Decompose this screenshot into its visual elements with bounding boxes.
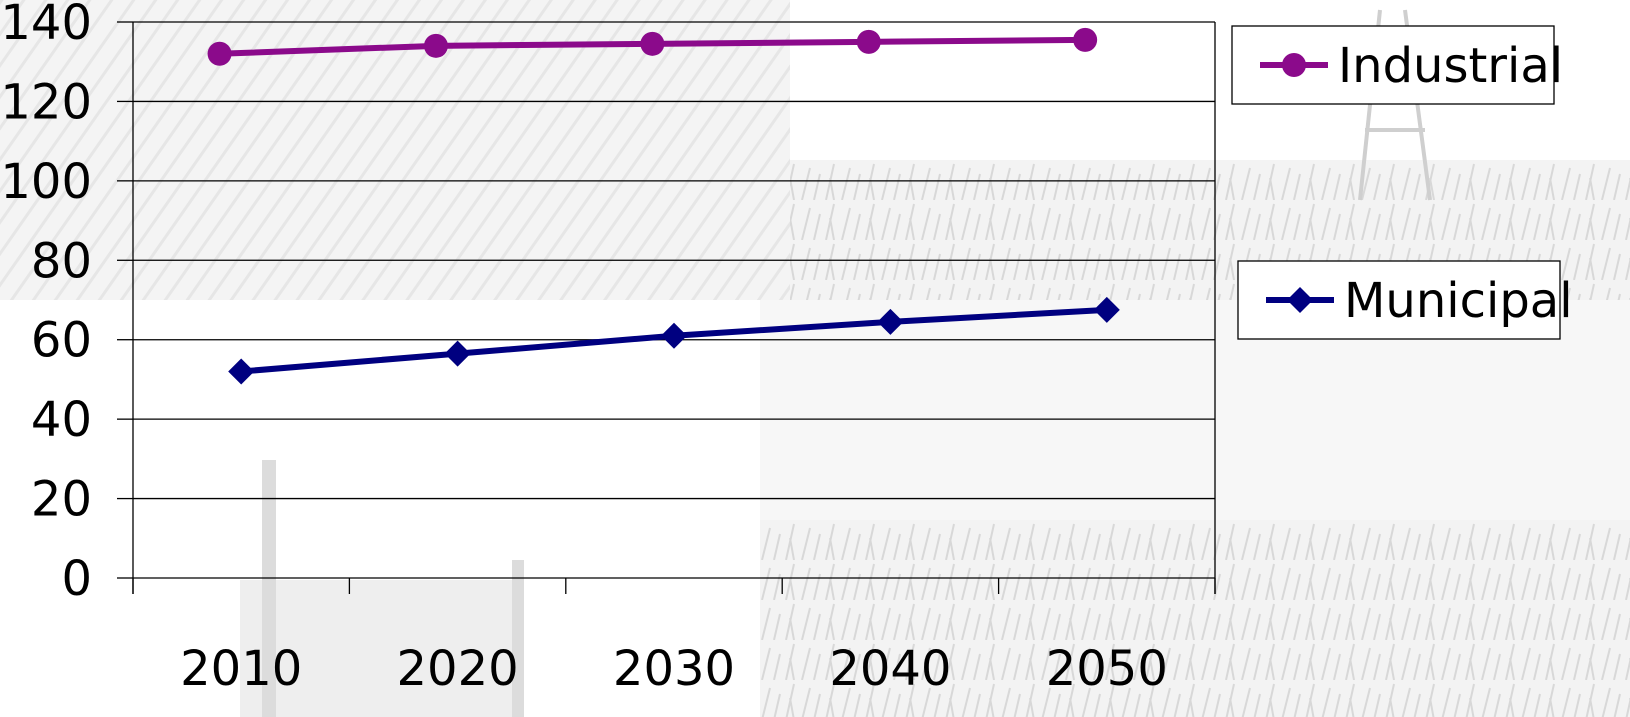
chimney-1: [262, 460, 276, 717]
legend-entry-municipal: Municipal: [1237, 260, 1573, 340]
series-group: [207, 27, 1120, 385]
y-tick-label: 0: [61, 551, 92, 607]
data-point-industrial-2040: [856, 29, 881, 54]
chimney-2: [512, 560, 524, 717]
x-tick-label: 2010: [180, 641, 302, 697]
power-tower-shape: [1355, 9, 1440, 201]
x-tick-labels: 2010 2020 2030 2040 2050: [180, 641, 1168, 697]
corn-photo-region: [760, 520, 1630, 717]
series-municipal: [228, 296, 1120, 385]
x-tick-label: 2050: [1046, 641, 1168, 697]
data-point-industrial-2030: [640, 31, 665, 56]
x-tick-label: 2040: [829, 641, 951, 697]
data-point-industrial-2050: [1073, 27, 1098, 52]
x-tick-label: 2030: [613, 641, 735, 697]
legend-circle-marker: [1282, 53, 1306, 77]
y-tick-labels: 0 20 40 60 80 100 120 140: [0, 0, 92, 607]
y-tick-label: 120: [0, 74, 92, 130]
y-tick-label: 60: [31, 313, 92, 369]
data-point-municipal-2040: [877, 308, 904, 335]
legend-label: Industrial: [1338, 38, 1563, 94]
y-tick-label: 20: [31, 472, 92, 528]
axes: [117, 21, 1216, 594]
data-point-industrial-2010: [207, 41, 232, 66]
y-tick-label: 140: [0, 0, 92, 51]
x-tick-label: 2020: [397, 641, 519, 697]
data-point-municipal-2030: [661, 322, 687, 349]
series-industrial: [207, 27, 1098, 66]
data-point-municipal-2010: [228, 358, 255, 385]
legend-diamond-marker: [1287, 287, 1313, 313]
legend-label: Municipal: [1344, 273, 1573, 329]
data-point-municipal-2050: [1093, 296, 1120, 323]
data-point-municipal-2020: [444, 340, 471, 367]
data-point-industrial-2020: [423, 33, 448, 58]
legend: Industrial Municipal: [1231, 25, 1573, 340]
y-tick-label: 80: [31, 233, 92, 289]
y-tick-label: 40: [31, 392, 92, 448]
legend-entry-industrial: Industrial: [1231, 25, 1563, 105]
industrial-photo-region: [240, 580, 520, 717]
y-tick-label: 100: [0, 154, 92, 210]
